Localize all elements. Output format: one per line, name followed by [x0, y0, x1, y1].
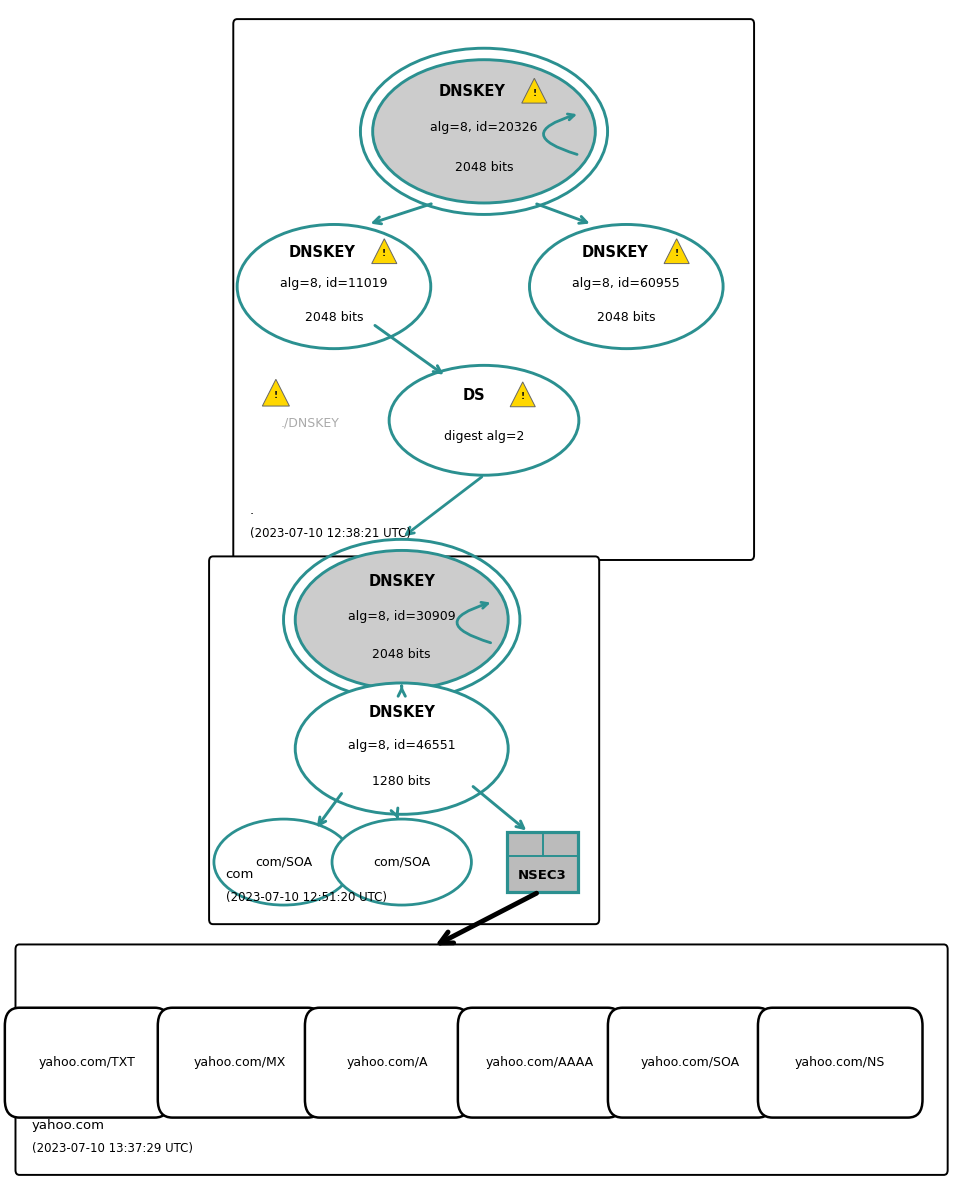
Ellipse shape	[373, 60, 595, 203]
Text: DNSKEY: DNSKEY	[288, 245, 356, 260]
Text: alg=8, id=60955: alg=8, id=60955	[572, 277, 681, 290]
FancyBboxPatch shape	[608, 1008, 772, 1118]
Text: com: com	[226, 868, 254, 881]
Text: 2048 bits: 2048 bits	[597, 312, 655, 324]
Text: !: !	[532, 88, 536, 98]
Text: DS: DS	[463, 388, 486, 404]
Text: yahoo.com: yahoo.com	[32, 1119, 105, 1132]
Text: (2023-07-10 13:37:29 UTC): (2023-07-10 13:37:29 UTC)	[32, 1141, 193, 1155]
Text: DNSKEY: DNSKEY	[368, 574, 436, 589]
Text: !: !	[274, 390, 278, 400]
Text: 1280 bits: 1280 bits	[373, 775, 431, 788]
Text: !: !	[382, 250, 386, 258]
Text: yahoo.com/TXT: yahoo.com/TXT	[39, 1057, 136, 1069]
Ellipse shape	[237, 224, 431, 349]
Text: yahoo.com/MX: yahoo.com/MX	[194, 1057, 287, 1069]
FancyBboxPatch shape	[158, 1008, 322, 1118]
Ellipse shape	[214, 819, 353, 905]
Text: DNSKEY: DNSKEY	[368, 704, 436, 720]
Ellipse shape	[295, 550, 508, 689]
Ellipse shape	[332, 819, 471, 905]
Text: DNSKEY: DNSKEY	[581, 245, 649, 260]
Text: alg=8, id=30909: alg=8, id=30909	[348, 610, 456, 623]
Ellipse shape	[529, 224, 723, 349]
Text: yahoo.com/A: yahoo.com/A	[347, 1057, 428, 1069]
Text: (2023-07-10 12:51:20 UTC): (2023-07-10 12:51:20 UTC)	[226, 891, 386, 904]
Text: yahoo.com/SOA: yahoo.com/SOA	[641, 1057, 740, 1069]
FancyBboxPatch shape	[15, 944, 948, 1175]
FancyBboxPatch shape	[233, 19, 754, 560]
Text: (2023-07-10 12:38:21 UTC): (2023-07-10 12:38:21 UTC)	[250, 527, 410, 540]
FancyBboxPatch shape	[758, 1008, 923, 1118]
Text: alg=8, id=20326: alg=8, id=20326	[430, 122, 538, 134]
Polygon shape	[510, 382, 535, 407]
Text: com/SOA: com/SOA	[373, 856, 431, 868]
Text: 2048 bits: 2048 bits	[305, 312, 363, 324]
Text: NSEC3: NSEC3	[518, 869, 567, 882]
FancyBboxPatch shape	[209, 556, 599, 924]
Polygon shape	[372, 239, 397, 264]
Text: yahoo.com/NS: yahoo.com/NS	[795, 1057, 886, 1069]
Polygon shape	[664, 239, 689, 264]
Ellipse shape	[295, 683, 508, 814]
FancyBboxPatch shape	[458, 1008, 622, 1118]
Text: !: !	[521, 393, 525, 401]
Text: .: .	[250, 504, 254, 517]
FancyBboxPatch shape	[507, 832, 578, 892]
FancyBboxPatch shape	[305, 1008, 469, 1118]
Text: !: !	[675, 250, 679, 258]
Text: digest alg=2: digest alg=2	[443, 430, 525, 443]
Text: 2048 bits: 2048 bits	[373, 648, 431, 660]
Ellipse shape	[389, 365, 579, 475]
FancyBboxPatch shape	[5, 1008, 169, 1118]
Polygon shape	[522, 79, 547, 103]
Text: ./DNSKEY: ./DNSKEY	[281, 417, 339, 429]
Polygon shape	[262, 380, 289, 406]
Text: alg=8, id=11019: alg=8, id=11019	[280, 277, 388, 290]
Text: DNSKEY: DNSKEY	[439, 85, 506, 99]
Text: com/SOA: com/SOA	[255, 856, 313, 868]
Text: alg=8, id=46551: alg=8, id=46551	[348, 739, 456, 752]
Text: yahoo.com/AAAA: yahoo.com/AAAA	[486, 1057, 594, 1069]
Text: 2048 bits: 2048 bits	[455, 161, 513, 173]
